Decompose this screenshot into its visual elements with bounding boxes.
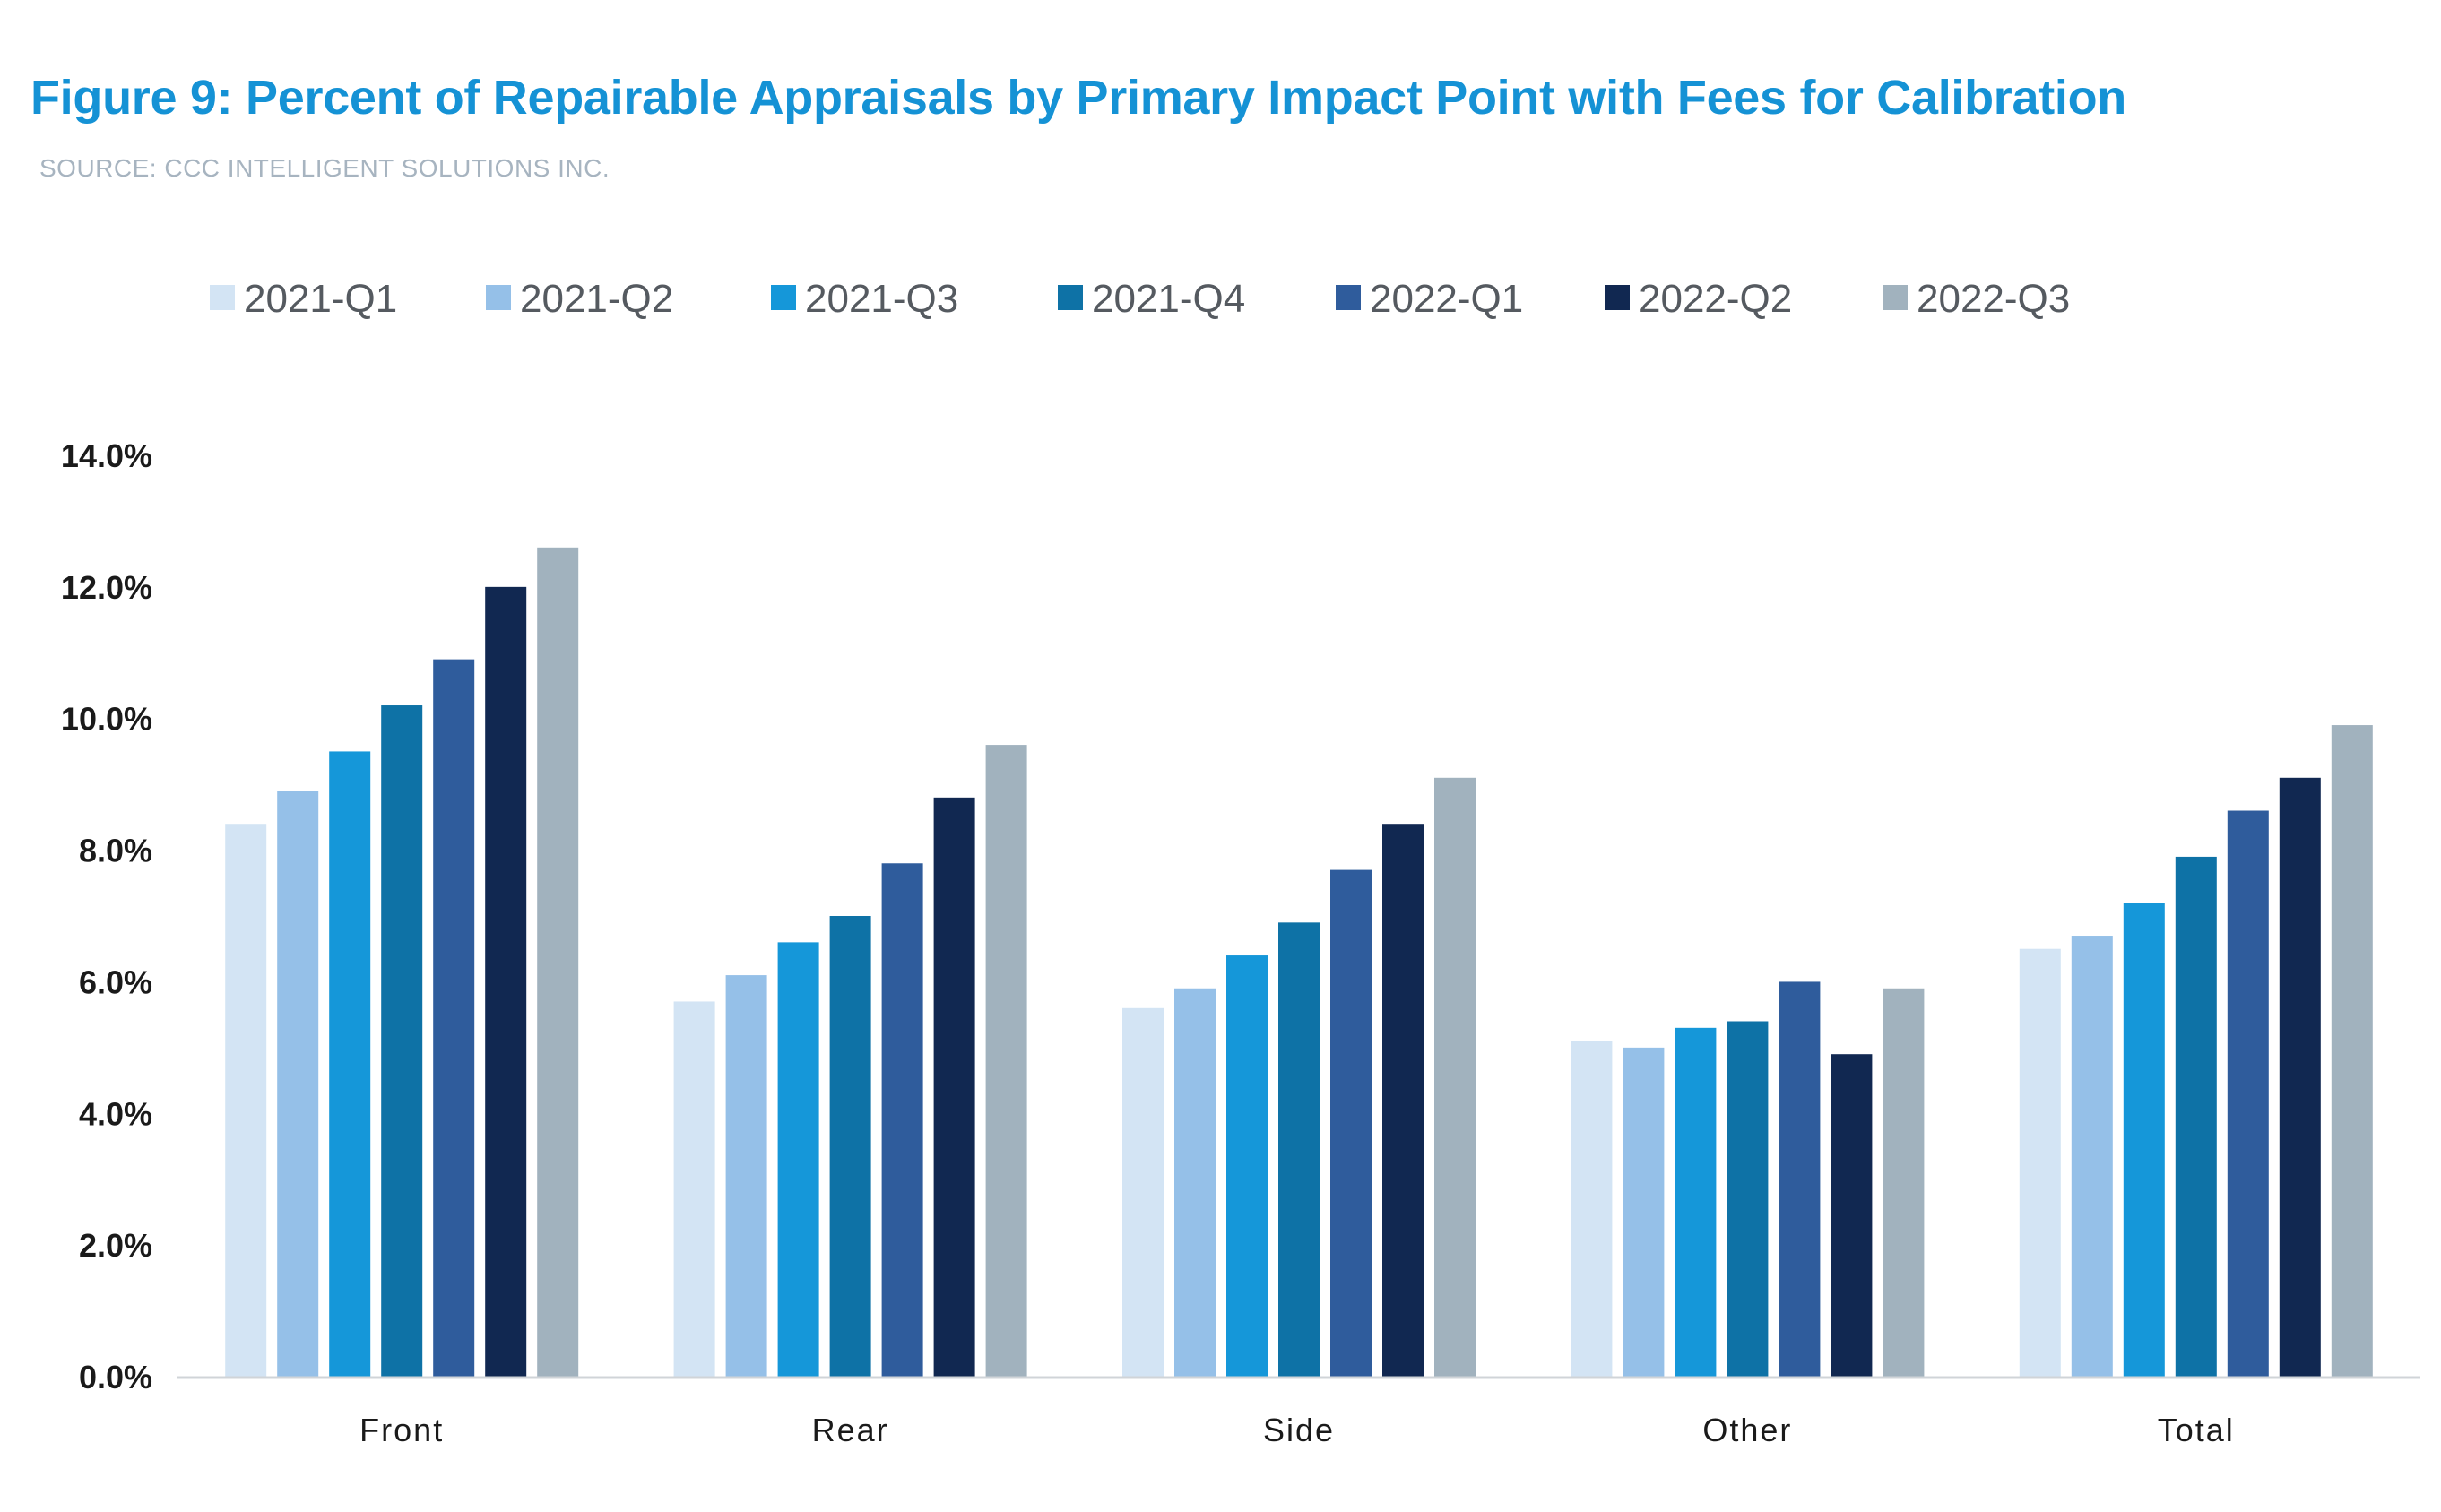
bar-side-2021-q4 — [1278, 922, 1320, 1377]
bar-rear-2021-q4 — [829, 916, 871, 1377]
bar-side-2022-q1 — [1330, 869, 1372, 1377]
legend-swatch-2022-q1 — [1336, 285, 1361, 310]
bar-side-2022-q2 — [1382, 824, 1424, 1377]
bar-total-2022-q3 — [2331, 725, 2373, 1377]
bar-side-2021-q1 — [1122, 1007, 1164, 1377]
y-axis: 0.0% 2.0% 4.0% 6.0% 8.0% 10.0% 12.0% 14.0% — [61, 437, 152, 1395]
legend-swatch-2021-q3 — [771, 285, 796, 310]
bar-side-2021-q3 — [1226, 955, 1268, 1377]
bar-rear-2022-q2 — [933, 797, 975, 1377]
bar-total-2022-q2 — [2279, 777, 2321, 1377]
legend-swatch-2021-q4 — [1058, 285, 1083, 310]
x-category-label: Side — [1263, 1412, 1335, 1448]
legend-label-2022-q1: 2022-Q1 — [1370, 277, 1523, 321]
bar-side-2022-q3 — [1434, 777, 1476, 1377]
bar-front-2021-q1 — [225, 824, 267, 1377]
bar-total-2021-q4 — [2175, 856, 2217, 1377]
legend-swatch-2022-q2 — [1605, 285, 1630, 310]
y-tick-label: 8.0% — [79, 833, 152, 869]
legend-label-2021-q3: 2021-Q3 — [805, 277, 958, 321]
bar-side-2021-q2 — [1174, 988, 1216, 1377]
bar-total-2021-q3 — [2123, 903, 2165, 1377]
y-tick-label: 4.0% — [79, 1095, 152, 1132]
legend-label-2021-q4: 2021-Q4 — [1092, 277, 1245, 321]
bar-front-2022-q2 — [485, 586, 527, 1377]
chart-title: Figure 9: Percent of Repairable Appraisa… — [30, 71, 2126, 125]
bar-other-2021-q2 — [1623, 1047, 1665, 1377]
bar-other-2022-q1 — [1779, 981, 1821, 1377]
bar-total-2022-q1 — [2227, 810, 2269, 1377]
legend-label-2021-q1: 2021-Q1 — [244, 277, 397, 321]
bar-front-2021-q4 — [381, 705, 423, 1377]
bar-front-2022-q1 — [433, 659, 475, 1377]
bars — [225, 547, 2373, 1377]
bar-front-2021-q3 — [329, 751, 371, 1377]
bar-total-2021-q2 — [2071, 936, 2113, 1377]
y-tick-label: 2.0% — [79, 1227, 152, 1264]
x-category-label: Rear — [812, 1412, 889, 1448]
bar-other-2021-q3 — [1675, 1027, 1717, 1377]
bar-other-2022-q3 — [1883, 988, 1925, 1377]
x-category-label: Other — [1702, 1412, 1792, 1448]
y-tick-label: 6.0% — [79, 963, 152, 1000]
bar-other-2021-q1 — [1571, 1041, 1613, 1377]
bar-front-2022-q3 — [537, 547, 579, 1377]
legend-swatch-2021-q2 — [486, 285, 511, 310]
bar-other-2021-q4 — [1727, 1021, 1769, 1377]
bar-rear-2022-q3 — [985, 745, 1027, 1377]
bar-front-2021-q2 — [277, 791, 319, 1377]
bar-other-2022-q2 — [1831, 1054, 1873, 1377]
legend-label-2022-q2: 2022-Q2 — [1639, 277, 1792, 321]
y-tick-label: 10.0% — [61, 701, 152, 738]
legend-swatch-2022-q3 — [1883, 285, 1908, 310]
legend-label-2022-q3: 2022-Q3 — [1917, 277, 2070, 321]
x-category-label: Front — [359, 1412, 444, 1448]
x-category-label: Total — [2158, 1412, 2235, 1448]
y-tick-label: 0.0% — [79, 1359, 152, 1395]
legend: 2021-Q1 2021-Q2 2021-Q3 2021-Q4 2022-Q1 2022-… — [210, 277, 2070, 321]
bar-rear-2021-q2 — [725, 975, 767, 1377]
y-tick-label: 14.0% — [61, 437, 152, 474]
y-tick-label: 12.0% — [61, 569, 152, 606]
chart-source: SOURCE: CCC INTELLIGENT SOLUTIONS INC. — [39, 154, 610, 182]
bar-total-2021-q1 — [2019, 948, 2061, 1377]
bar-rear-2021-q3 — [777, 942, 819, 1377]
bar-rear-2022-q1 — [881, 863, 923, 1377]
x-axis: Front Rear Side Other Total — [177, 1376, 2420, 1448]
legend-swatch-2021-q1 — [210, 285, 235, 310]
bar-rear-2021-q1 — [673, 1001, 715, 1377]
legend-label-2021-q2: 2021-Q2 — [520, 277, 673, 321]
